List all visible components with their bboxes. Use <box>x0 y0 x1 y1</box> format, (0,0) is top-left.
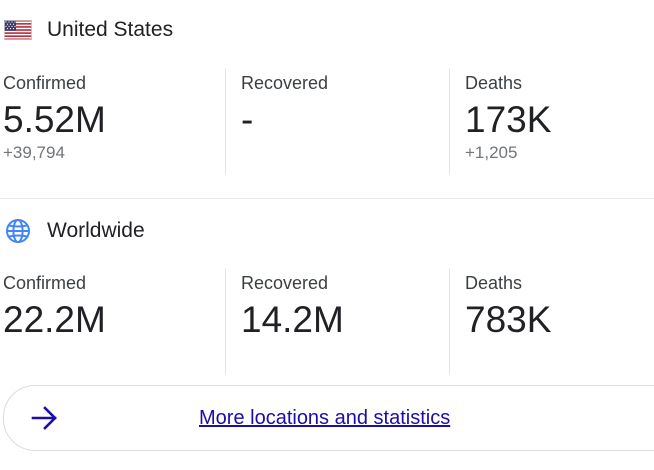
stat-confirmed-world: Confirmed 22.2M <box>3 268 225 374</box>
stat-delta: +39,794 <box>3 143 65 162</box>
stat-deaths-us: Deaths 173K +1,205 <box>449 68 654 174</box>
stat-delta: +1,205 <box>465 143 518 162</box>
location-name-world: Worldwide <box>47 219 145 242</box>
arrow-right-icon <box>31 406 57 430</box>
stat-label: Deaths <box>465 273 523 293</box>
stat-label: Recovered <box>241 73 329 93</box>
us-flag-icon <box>4 20 32 40</box>
location-name-us: United States <box>47 18 174 41</box>
stat-label: Confirmed <box>3 273 87 293</box>
stat-value: 173K <box>465 99 552 140</box>
stat-value: - <box>241 99 254 140</box>
stat-value: 783K <box>465 299 552 340</box>
stat-label: Recovered <box>241 273 329 293</box>
stat-deaths-world: Deaths 783K <box>449 268 654 374</box>
section-divider <box>0 198 654 199</box>
globe-icon <box>6 219 30 243</box>
stat-confirmed-us: Confirmed 5.52M +39,794 <box>3 68 225 174</box>
stats-row-us: Confirmed 5.52M +39,794 Recovered - Deat… <box>0 68 654 174</box>
stat-label: Confirmed <box>3 73 87 93</box>
stat-value: 5.52M <box>3 99 106 140</box>
stat-value: 14.2M <box>241 299 344 340</box>
stat-label: Deaths <box>465 73 523 93</box>
stat-recovered-world: Recovered 14.2M <box>225 268 450 374</box>
more-locations-link[interactable]: More locations and statistics <box>199 407 451 429</box>
stat-recovered-us: Recovered - <box>225 68 450 174</box>
more-locations-button[interactable]: More locations and statistics <box>3 385 654 451</box>
stats-row-world: Confirmed 22.2M Recovered 14.2M Deaths 7… <box>0 268 654 374</box>
stat-value: 22.2M <box>3 299 106 340</box>
